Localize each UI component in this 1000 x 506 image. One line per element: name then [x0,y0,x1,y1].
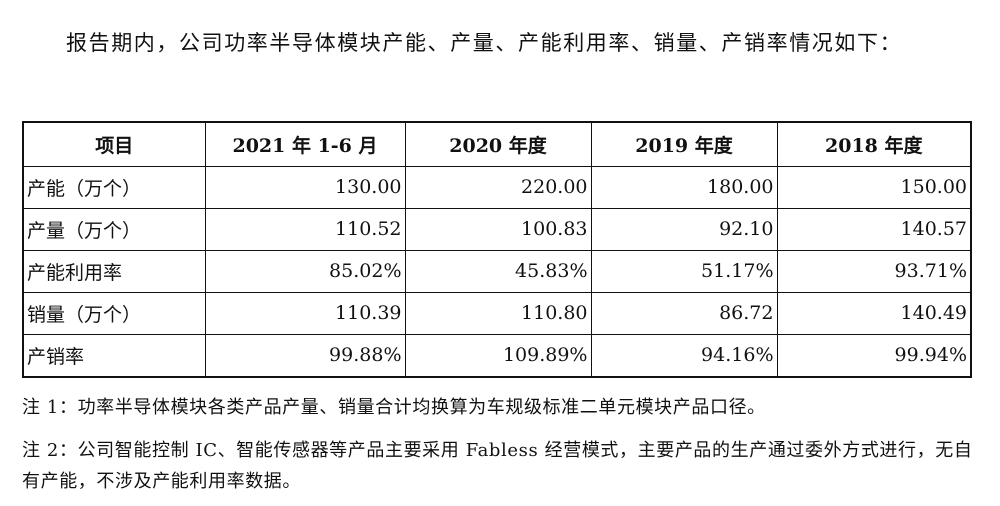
cell-value: 110.80 [404,291,592,335]
row-label: 产销率 [22,333,206,377]
cell-value: 45.83% [404,249,592,293]
cell-value: 51.17% [590,249,778,293]
cell-value: 110.39 [204,291,406,335]
cell-value: 94.16% [590,333,778,377]
row-label: 产能（万个） [22,165,206,209]
table-header-row: 项目 2021 年 1-6 月 2020 年度 2019 年度 2018 年度 [22,121,972,167]
cell-value: 109.89% [404,333,592,377]
row-label: 销量（万个） [22,291,206,335]
footnote-1: 注 1：功率半导体模块各类产品产量、销量合计均换算为车规级标准二单元模块产品口径… [22,397,766,418]
header-2021h1: 2021 年 1-6 月 [204,121,406,167]
cell-value: 180.00 [590,165,778,209]
header-2019: 2019 年度 [590,121,778,167]
cell-value: 100.83 [404,207,592,251]
cell-value: 92.10 [590,207,778,251]
cell-value: 140.57 [776,207,972,251]
row-label: 产能利用率 [22,249,206,293]
header-item: 项目 [22,121,206,167]
table-row: 销量（万个） 110.39 110.80 86.72 140.49 [22,291,972,335]
table-row: 产能（万个） 130.00 220.00 180.00 150.00 [22,165,972,209]
cell-value: 86.72 [590,291,778,335]
footnote-2: 注 2：公司智能控制 IC、智能传感器等产品主要采用 Fabless 经营模式，… [22,440,973,492]
cell-value: 130.00 [204,165,406,209]
cell-value: 150.00 [776,165,972,209]
capacity-table: 项目 2021 年 1-6 月 2020 年度 2019 年度 2018 年度 … [22,121,972,378]
intro-paragraph: 报告期内，公司功率半导体模块产能、产量、产能利用率、销量、产销率情况如下： [66,31,903,55]
cell-value: 220.00 [404,165,592,209]
cell-value: 93.71% [776,249,972,293]
row-label: 产量（万个） [22,207,206,251]
table-row: 产量（万个） 110.52 100.83 92.10 140.57 [22,207,972,251]
cell-value: 110.52 [204,207,406,251]
table-row: 产销率 99.88% 109.89% 94.16% 99.94% [22,333,972,377]
header-2020: 2020 年度 [404,121,592,167]
cell-value: 99.94% [776,333,972,377]
cell-value: 99.88% [204,333,406,377]
cell-value: 85.02% [204,249,406,293]
header-2018: 2018 年度 [776,121,972,167]
cell-value: 140.49 [776,291,972,335]
table-row: 产能利用率 85.02% 45.83% 51.17% 93.71% [22,249,972,293]
